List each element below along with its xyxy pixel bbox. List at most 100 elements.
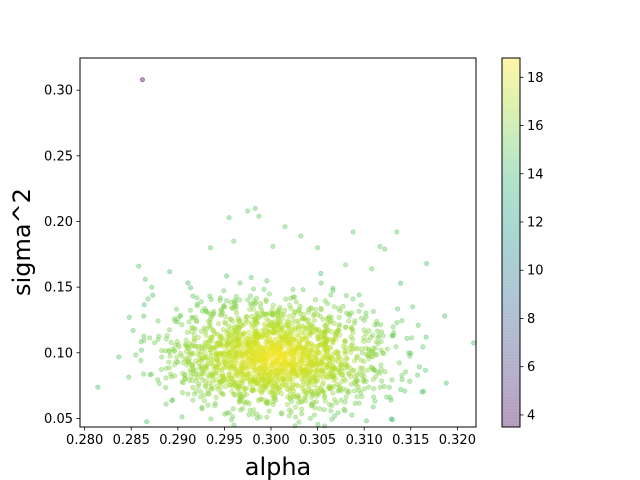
scatter-point	[352, 378, 359, 384]
scatter-point	[285, 325, 291, 331]
scatter-point	[326, 336, 332, 342]
scatter-point	[231, 381, 237, 387]
scatter-point	[271, 350, 277, 356]
scatter-point	[308, 341, 315, 347]
scatter-point	[345, 318, 352, 324]
scatter-point	[250, 344, 256, 350]
scatter-point	[295, 392, 301, 398]
scatter-point	[338, 388, 344, 394]
scatter-point	[218, 336, 224, 342]
scatter-point	[295, 324, 302, 330]
scatter-point	[235, 368, 241, 374]
scatter-point	[312, 405, 318, 411]
scatter-point	[328, 371, 334, 377]
scatter-point	[286, 325, 293, 331]
scatter-point	[199, 406, 205, 412]
scatter-point	[279, 364, 285, 370]
scatter-point	[275, 320, 281, 327]
scatter-point	[331, 413, 338, 419]
scatter-point	[258, 304, 264, 310]
scatter-point	[205, 387, 211, 393]
scatter-point	[182, 375, 188, 382]
scatter-point	[245, 341, 251, 347]
scatter-point	[290, 351, 296, 357]
scatter-point	[319, 382, 325, 388]
scatter-point	[366, 346, 372, 352]
scatter-point	[289, 326, 295, 333]
scatter-point	[237, 317, 243, 323]
scatter-point	[237, 398, 243, 405]
scatter-point	[363, 345, 369, 351]
scatter-point	[283, 382, 290, 388]
scatter-point	[237, 407, 244, 413]
scatter-point	[236, 324, 242, 330]
scatter-point	[229, 360, 235, 366]
scatter-point	[273, 349, 279, 355]
scatter-point	[256, 334, 262, 340]
scatter-point	[266, 318, 272, 324]
scatter-point	[225, 350, 231, 356]
scatter-point	[222, 355, 228, 361]
scatter-point	[297, 365, 303, 371]
scatter-point	[255, 332, 262, 338]
scatter-point	[289, 336, 295, 342]
scatter-point	[147, 372, 153, 378]
scatter-point	[265, 362, 271, 369]
scatter-point	[252, 380, 258, 387]
scatter-point	[332, 332, 338, 338]
scatter-point	[248, 340, 254, 346]
scatter-point	[335, 358, 341, 364]
scatter-point	[147, 335, 153, 341]
scatter-point	[166, 327, 173, 333]
scatter-point	[249, 378, 255, 384]
scatter-point	[208, 416, 214, 422]
scatter-point	[270, 321, 276, 327]
scatter-point	[199, 343, 205, 349]
scatter-point	[275, 309, 281, 316]
scatter-point	[299, 411, 305, 417]
scatter-point	[270, 313, 276, 319]
scatter-point	[386, 384, 392, 390]
scatter-point	[191, 332, 197, 338]
scatter-point	[195, 334, 201, 341]
scatter-point	[291, 348, 297, 354]
scatter-point	[300, 385, 306, 391]
scatter-point	[250, 353, 256, 360]
scatter-point	[202, 305, 208, 312]
scatter-point	[241, 344, 247, 350]
scatter-point	[289, 363, 295, 369]
scatter-point	[211, 308, 217, 315]
scatter-point	[288, 361, 294, 367]
scatter-point	[330, 355, 336, 362]
scatter-point	[226, 333, 232, 339]
scatter-point	[263, 365, 269, 371]
scatter-point	[269, 343, 275, 350]
scatter-point	[281, 373, 287, 379]
scatter-point	[334, 381, 340, 387]
scatter-point	[141, 371, 147, 377]
scatter-point	[247, 338, 253, 344]
scatter-point	[272, 310, 278, 317]
scatter-point	[163, 384, 169, 391]
scatter-point	[275, 308, 281, 314]
scatter-point	[322, 298, 328, 304]
scatter-point	[300, 355, 306, 361]
scatter-point	[260, 356, 266, 362]
colorbar-frame	[501, 57, 521, 428]
scatter-point	[264, 399, 270, 406]
scatter-point	[257, 396, 263, 402]
scatter-point	[309, 363, 315, 369]
scatter-point	[233, 350, 240, 356]
scatter-point	[196, 343, 202, 349]
scatter-point	[259, 328, 266, 334]
scatter-point	[293, 299, 299, 305]
scatter-point	[270, 311, 276, 317]
scatter-point	[229, 339, 235, 345]
scatter-point	[211, 328, 217, 334]
scatter-point	[235, 341, 241, 348]
scatter-point	[279, 334, 286, 341]
scatter-point	[175, 316, 181, 322]
scatter-point	[205, 318, 211, 324]
scatter-point	[159, 348, 165, 354]
scatter-point	[298, 399, 304, 405]
